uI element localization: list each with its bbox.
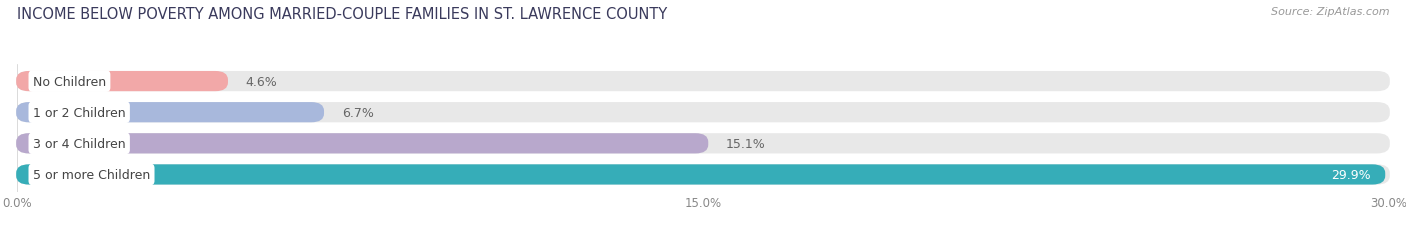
Text: 3 or 4 Children: 3 or 4 Children [32,137,125,150]
FancyBboxPatch shape [17,134,709,154]
FancyBboxPatch shape [17,134,1389,154]
FancyBboxPatch shape [17,103,1389,123]
Text: 5 or more Children: 5 or more Children [32,168,150,181]
FancyBboxPatch shape [17,165,1385,185]
FancyBboxPatch shape [17,72,228,92]
Text: 29.9%: 29.9% [1331,168,1371,181]
Text: 1 or 2 Children: 1 or 2 Children [32,106,125,119]
FancyBboxPatch shape [17,165,1389,185]
Text: INCOME BELOW POVERTY AMONG MARRIED-COUPLE FAMILIES IN ST. LAWRENCE COUNTY: INCOME BELOW POVERTY AMONG MARRIED-COUPL… [17,7,666,22]
Text: Source: ZipAtlas.com: Source: ZipAtlas.com [1271,7,1389,17]
Text: 4.6%: 4.6% [246,75,277,88]
Text: 6.7%: 6.7% [342,106,374,119]
FancyBboxPatch shape [17,103,323,123]
Text: 15.1%: 15.1% [725,137,766,150]
FancyBboxPatch shape [17,72,1389,92]
Text: No Children: No Children [32,75,105,88]
